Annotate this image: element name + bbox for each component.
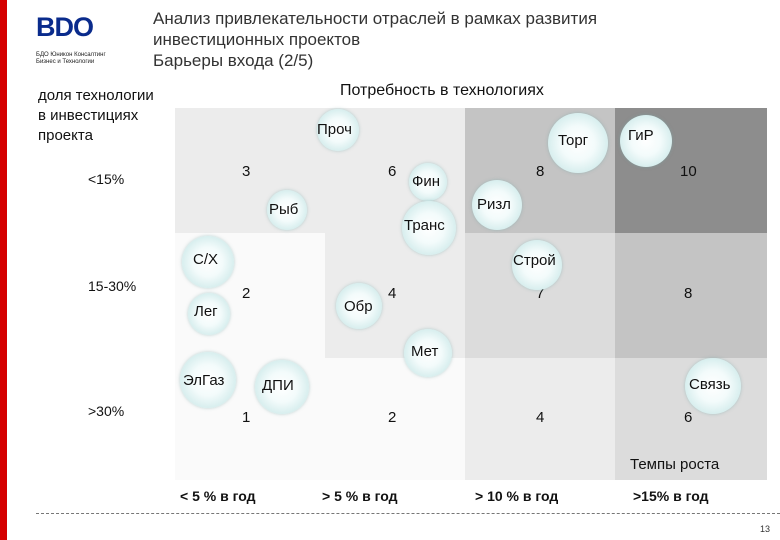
bubble-stroy bbox=[512, 240, 562, 290]
score-r2-c2: 4 bbox=[388, 285, 397, 302]
bubble-gir bbox=[620, 115, 672, 167]
row-label-gt30: >30% bbox=[88, 403, 125, 419]
bubble-fin bbox=[409, 163, 447, 201]
label-obr: Обр bbox=[344, 298, 373, 315]
page-subtitle: Барьеры входа (2/5) bbox=[153, 51, 314, 70]
score-r1-c1: 3 bbox=[242, 163, 251, 180]
label-elgaz: ЭлГаз bbox=[183, 372, 225, 389]
growth-rate-label: Темпы роста bbox=[630, 456, 720, 473]
score-r1-c4: 10 bbox=[680, 163, 697, 180]
row-header-line1: доля технологии bbox=[38, 87, 154, 104]
cell-r2-c4 bbox=[615, 233, 767, 358]
left-red-bar bbox=[0, 0, 7, 540]
page-number: 13 bbox=[760, 524, 771, 534]
col-label-lt5: < 5 % в год bbox=[180, 488, 256, 504]
row-header-line2: в инвестициях bbox=[38, 107, 139, 124]
col-label-gt10: > 10 % в год bbox=[475, 488, 559, 504]
label-sh: С/Х bbox=[193, 251, 219, 268]
bubble-met bbox=[404, 329, 452, 377]
col-label-gt5: > 5 % в год bbox=[322, 488, 398, 504]
label-met: Мет bbox=[411, 343, 439, 360]
title-line2: инвестиционных проектов bbox=[153, 30, 361, 49]
score-r3-c4: 6 bbox=[684, 409, 693, 426]
footer-divider bbox=[36, 513, 780, 514]
bubble-proch bbox=[317, 109, 359, 151]
row-label-lt15: <15% bbox=[88, 171, 125, 187]
logo-subtitle: БДО Юникон Консалтинг Бизнес и Технологи… bbox=[36, 52, 146, 66]
page-title: Анализ привлекательности отраслей в рамк… bbox=[153, 8, 597, 71]
score-r3-c3: 4 bbox=[536, 409, 545, 426]
score-r2-c3: 7 bbox=[536, 285, 545, 302]
label-proch: Проч bbox=[317, 121, 352, 138]
bubble-obr bbox=[336, 283, 382, 329]
cell-r3-c3 bbox=[465, 358, 615, 480]
row-label-15-30: 15-30% bbox=[88, 278, 137, 294]
row-axis-header: доля технологии в инвестициях проекта bbox=[38, 86, 154, 146]
bubble-sh bbox=[182, 236, 234, 288]
score-r3-c1: 1 bbox=[242, 409, 251, 426]
label-trans: Транс bbox=[404, 217, 445, 234]
label-rizl: Ризл bbox=[477, 196, 511, 213]
score-r3-c2: 2 bbox=[388, 409, 397, 426]
bdo-logo: BDO bbox=[36, 12, 94, 42]
col-label-gt15: >15% в год bbox=[633, 488, 709, 504]
label-svyaz: Связь bbox=[689, 376, 731, 393]
bubble-rizl bbox=[472, 180, 522, 230]
row-header-line3: проекта bbox=[38, 127, 93, 144]
score-r2-c4: 8 bbox=[684, 285, 693, 302]
score-r1-c3: 8 bbox=[536, 163, 545, 180]
title-line1: Анализ привлекательности отраслей в рамк… bbox=[153, 9, 598, 28]
label-dpi: ДПИ bbox=[262, 377, 294, 394]
column-axis-header: Потребность в технологиях bbox=[340, 82, 544, 99]
cell-r3-c2 bbox=[325, 358, 465, 480]
bubble-leg bbox=[188, 293, 230, 335]
label-ryb: Рыб bbox=[269, 201, 299, 218]
logo-sub-line1: БДО Юникон Консалтинг bbox=[36, 52, 106, 58]
bubble-elgaz bbox=[180, 352, 236, 408]
logo-sub-line2: Бизнес и Технологии bbox=[36, 59, 95, 65]
bubble-trans bbox=[402, 201, 456, 255]
bubble-svyaz bbox=[685, 358, 741, 414]
label-leg: Лег bbox=[194, 303, 218, 320]
bubble-ryb bbox=[267, 190, 307, 230]
label-torg: Торг bbox=[558, 132, 589, 149]
score-r2-c1: 2 bbox=[242, 285, 251, 302]
bubble-torg bbox=[548, 113, 608, 173]
label-gir: ГиР bbox=[628, 127, 654, 144]
score-r1-c2: 6 bbox=[388, 163, 397, 180]
label-stroy: Строй bbox=[513, 252, 556, 269]
bubble-dpi bbox=[255, 360, 309, 414]
label-fin: Фин bbox=[412, 173, 441, 190]
